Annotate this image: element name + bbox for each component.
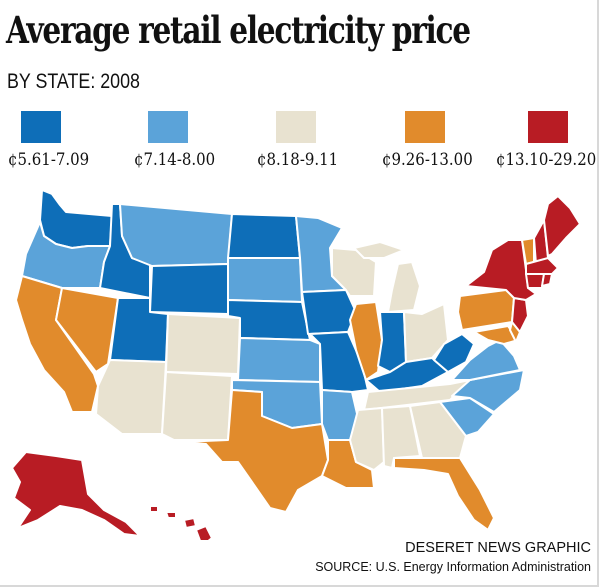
state-nebraska	[227, 299, 311, 341]
legend-swatch-5	[528, 111, 568, 143]
state-kansas	[237, 337, 321, 383]
legend-swatch-1	[21, 111, 61, 143]
state-hawaii-big-island	[195, 525, 213, 540]
state-hawaii-kauai	[149, 505, 159, 513]
state-hawaii-maui	[183, 517, 197, 529]
us-choropleth-map	[11, 189, 581, 540]
state-georgia	[409, 401, 467, 459]
legend-label-5: ¢13.10-29.20	[496, 150, 597, 170]
legend-label-2: ¢7.14-8.00	[134, 150, 216, 170]
legend-item-4: ¢9.26-13.00	[382, 111, 507, 181]
state-pennsylvania	[457, 289, 515, 331]
state-mississippi	[349, 407, 385, 471]
map-title: Average retail electricity price	[6, 8, 471, 52]
state-rhode-island	[541, 273, 553, 287]
legend-label-4: ¢9.26-13.00	[382, 150, 473, 170]
state-virginia	[451, 339, 521, 381]
state-colorado	[165, 313, 241, 375]
state-florida	[393, 457, 495, 531]
legend-item-3: ¢8.18-9.11	[257, 111, 382, 181]
state-iowa	[301, 289, 357, 335]
state-nevada	[55, 287, 119, 373]
state-new-mexico	[161, 371, 233, 441]
state-texas	[179, 389, 329, 513]
state-connecticut	[525, 273, 545, 289]
legend-item-1: ¢5.61-7.09	[8, 111, 133, 181]
source-note: SOURCE: U.S. Energy Information Administ…	[315, 560, 591, 574]
state-arizona	[95, 359, 167, 435]
state-montana	[119, 203, 233, 267]
state-illinois	[349, 301, 383, 381]
legend-label-1: ¢5.61-7.09	[8, 150, 90, 170]
state-wyoming	[149, 263, 229, 315]
state-massachusetts	[525, 257, 559, 275]
legend-swatch-4	[405, 111, 445, 143]
graphic-credit: DESERET NEWS GRAPHIC	[405, 540, 591, 556]
state-michigan-upper	[353, 241, 405, 259]
legend-item-5: ¢13.10-29.20	[496, 111, 599, 181]
state-north-dakota	[227, 213, 301, 259]
state-maine	[543, 195, 581, 257]
state-hawaii-oahu	[165, 511, 177, 519]
state-south-dakota	[227, 257, 303, 303]
legend-swatch-2	[148, 111, 188, 143]
legend-item-2: ¢7.14-8.00	[134, 111, 259, 181]
legend-swatch-3	[276, 111, 316, 143]
state-indiana	[377, 311, 407, 373]
state-west-virginia	[433, 333, 475, 373]
map-subtitle: BY STATE: 2008	[7, 70, 140, 93]
state-alaska	[11, 451, 141, 537]
state-michigan-lower	[387, 261, 421, 313]
state-missouri	[309, 331, 369, 393]
legend-label-3: ¢8.18-9.11	[257, 150, 339, 170]
state-south-carolina	[439, 397, 495, 437]
state-maryland	[473, 325, 519, 345]
state-washington	[39, 189, 113, 249]
